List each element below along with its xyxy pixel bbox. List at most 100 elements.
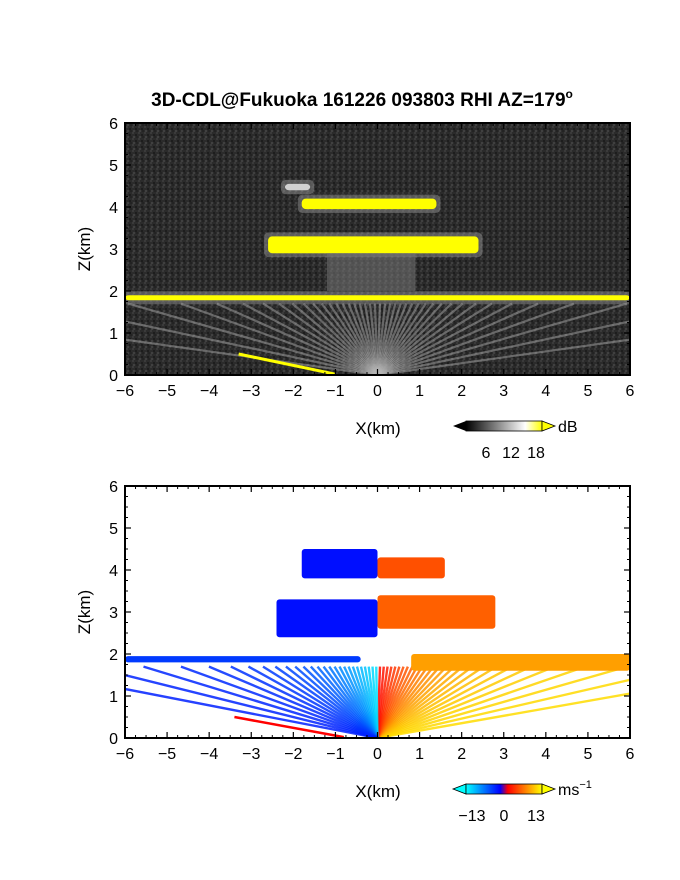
- velocity-region: [411, 654, 630, 671]
- velocity-ytick-label: 6: [109, 479, 118, 496]
- title-degree-sup: o: [566, 87, 573, 101]
- snr-ray: [358, 303, 379, 375]
- velocity-xtick-label: 5: [583, 746, 592, 763]
- velocity-colorbar-left-arrow: [451, 783, 467, 795]
- velocity-region: [276, 599, 378, 638]
- velocity-colorbar-tick-13: 13: [527, 808, 545, 825]
- velocity-ytick-label: 1: [109, 689, 118, 706]
- snr-colorbar: dB 6 12 18: [453, 419, 578, 462]
- velocity-ytick-label: 0: [109, 731, 118, 748]
- velocity-ray: [208, 665, 378, 738]
- velocity-axes: −6 −5 −4 −3 −2 −1 0 1 2 3 4 5 6 0 1 2 3 4 5 6: [109, 479, 634, 763]
- snr-ray: [376, 303, 402, 375]
- velocity-ytick-label: 5: [109, 521, 118, 538]
- velocity-colorbar-right-arrow: [541, 783, 557, 795]
- snr-xtick-label: 6: [626, 383, 635, 400]
- snr-ray: [376, 303, 392, 375]
- velocity-ray: [377, 678, 630, 738]
- snr-ray: [376, 302, 477, 375]
- velocity-ray: [376, 665, 498, 738]
- snr-ray: [377, 302, 539, 375]
- figure-title: 3D-CDL@Fukuoka 161226 093803 RHI AZ=179o: [151, 87, 573, 111]
- velocity-xlabel: X(km): [355, 782, 400, 801]
- snr-xtick-label: −3: [242, 383, 260, 400]
- snr-ytick-label: 3: [109, 242, 118, 259]
- snr-ray: [376, 303, 408, 375]
- snr-ray: [376, 303, 420, 375]
- velocity-ray: [376, 665, 513, 738]
- velocity-region: [301, 549, 378, 579]
- snr-ray: [335, 303, 379, 375]
- velocity-xtick-label: 3: [499, 746, 508, 763]
- velocity-ray: [377, 665, 586, 738]
- snr-ray: [328, 302, 379, 375]
- velocity-low-echo: [234, 715, 345, 738]
- velocity-ray: [377, 665, 628, 738]
- velocity-ytick-label: 2: [109, 647, 118, 664]
- snr-cloud-body: [327, 253, 416, 291]
- velocity-xtick-label: −6: [116, 746, 134, 763]
- snr-ray: [353, 303, 379, 375]
- snr-ray: [368, 303, 379, 375]
- snr-ray: [376, 302, 453, 375]
- velocity-ray: [143, 665, 378, 738]
- snr-ylabel: Z(km): [75, 227, 94, 271]
- snr-ray: [376, 303, 382, 375]
- velocity-colorbar-unit: ms−1: [558, 779, 592, 799]
- velocity-xtick-label: −3: [242, 746, 260, 763]
- snr-ray: [377, 302, 628, 375]
- velocity-xtick-label: 2: [457, 746, 466, 763]
- snr-ray: [376, 302, 435, 375]
- velocity-ray: [180, 665, 378, 738]
- snr-xtick-label: −5: [158, 383, 176, 400]
- snr-xtick-label: −2: [284, 383, 302, 400]
- velocity-xtick-label: 6: [626, 746, 635, 763]
- snr-ytick-label: 1: [109, 326, 118, 343]
- velocity-ytick-label: 4: [109, 563, 118, 580]
- velocity-colorbar-scale: [465, 783, 543, 795]
- velocity-ray: [230, 665, 379, 738]
- velocity-colorbar-tick-0: 0: [500, 808, 509, 825]
- snr-ytick-label: 2: [109, 284, 118, 301]
- velocity-colorbar-tick-neg13: −13: [458, 808, 485, 825]
- snr-echo-layer: [125, 295, 630, 301]
- snr-colorbar-scale: [465, 420, 543, 432]
- velocity-xtick-label: −5: [158, 746, 176, 763]
- velocity-ytick-label: 3: [109, 605, 118, 622]
- snr-rays: [125, 302, 630, 375]
- velocity-region: [377, 557, 445, 579]
- velocity-panel: −6 −5 −4 −3 −2 −1 0 1 2 3 4 5 6 0 1 2 3 4 5 6 X(km) Z(km) m…: [75, 479, 635, 825]
- snr-colorbar-left-arrow: [453, 421, 466, 431]
- velocity-xtick-label: −2: [284, 746, 302, 763]
- snr-ray: [376, 302, 443, 375]
- snr-xtick-label: 1: [415, 383, 424, 400]
- snr-xtick-label: −6: [116, 383, 134, 400]
- snr-ray: [347, 303, 379, 375]
- velocity-ray: [377, 692, 630, 738]
- snr-ray: [291, 302, 379, 375]
- snr-xtick-label: 4: [541, 383, 550, 400]
- velocity-region: [125, 656, 361, 663]
- velocity-ylabel: Z(km): [75, 590, 94, 634]
- snr-ray: [242, 302, 379, 375]
- snr-ray: [376, 302, 513, 375]
- snr-xtick-label: 3: [499, 383, 508, 400]
- snr-xlabel: X(km): [355, 419, 400, 438]
- snr-echo-layer: [301, 198, 437, 210]
- snr-ray: [180, 302, 378, 375]
- snr-low-echo: [238, 352, 336, 375]
- snr-xtick-label: 0: [373, 383, 382, 400]
- snr-ray: [376, 302, 464, 375]
- snr-ray: [376, 303, 414, 375]
- snr-ray: [127, 302, 378, 375]
- velocity-ray: [247, 665, 379, 738]
- snr-axes: −6 −5 −4 −3 −2 −1 0 1 2 3 4 5 6 0 1 2 3 4 5 6: [109, 116, 634, 400]
- snr-ytick-label: 0: [109, 368, 118, 385]
- snr-colorbar-unit: dB: [558, 419, 578, 436]
- snr-ray: [125, 338, 378, 375]
- snr-ytick-label: 5: [109, 158, 118, 175]
- snr-xtick-label: −4: [200, 383, 218, 400]
- snr-ray: [376, 303, 387, 375]
